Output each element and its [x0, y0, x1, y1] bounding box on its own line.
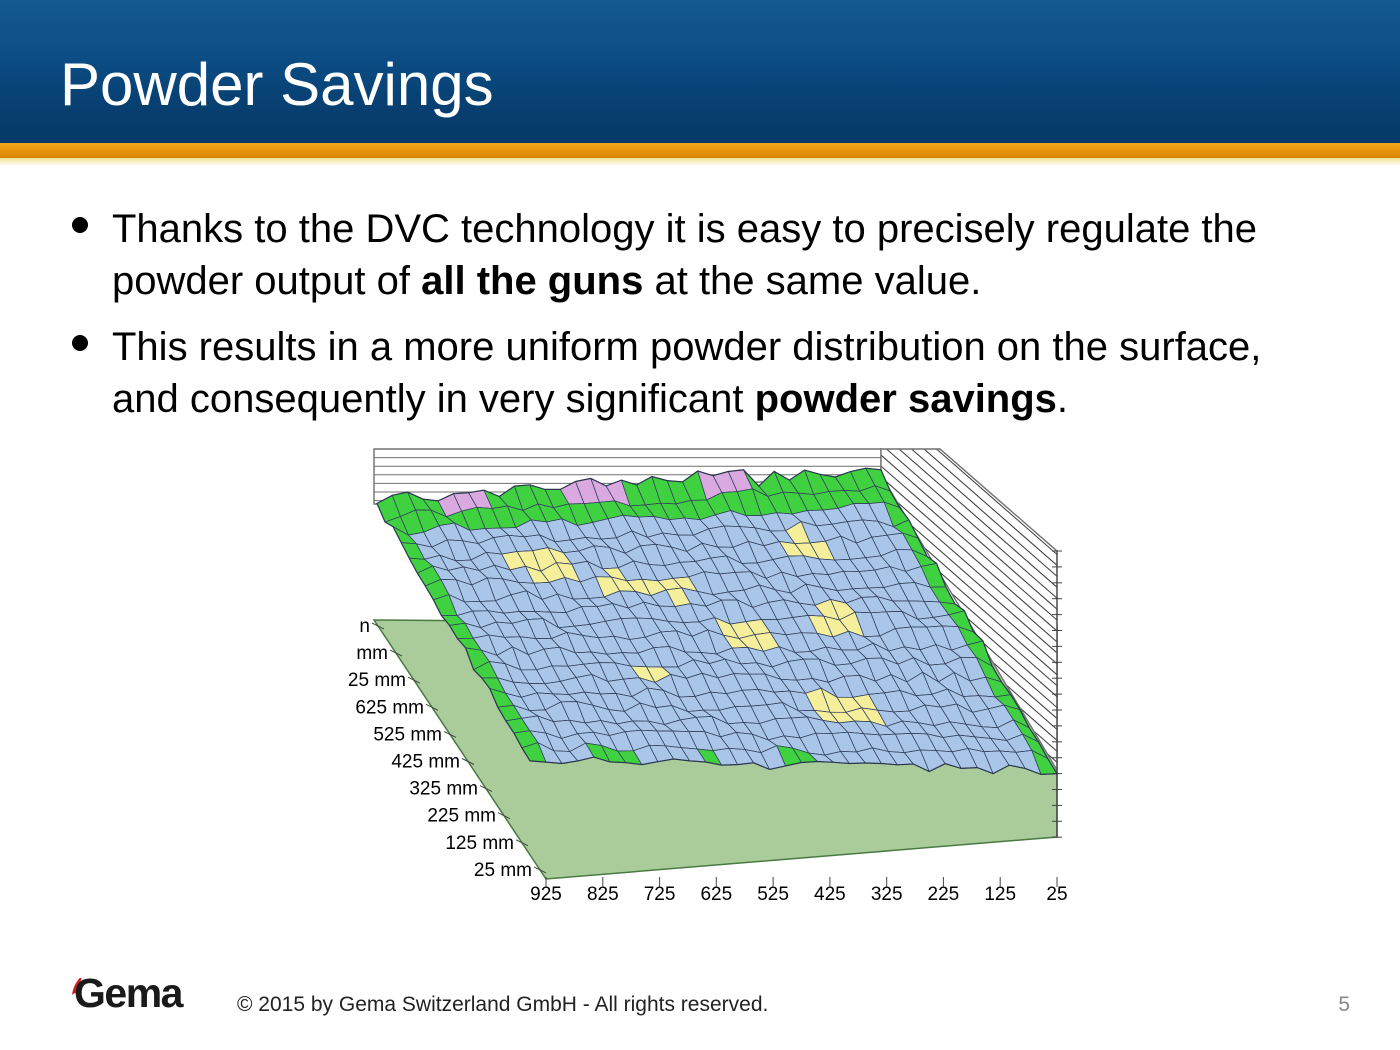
svg-text:625 mm: 625 mm — [355, 697, 424, 718]
svg-text:525 mm: 525 mm — [373, 724, 442, 745]
svg-text:Gema: Gema — [74, 978, 185, 1016]
svg-text:425 mm: 425 mm — [391, 752, 460, 773]
svg-text:n: n — [359, 616, 370, 637]
svg-text:mm: mm — [356, 643, 388, 664]
svg-text:25 mm: 25 mm — [474, 860, 532, 881]
svg-text:225 mm: 225 mm — [427, 806, 496, 827]
svg-text:25 mm: 25 mm — [348, 670, 406, 691]
svg-text:125 mm: 125 mm — [445, 833, 514, 854]
svg-text:325 mm: 325 mm — [409, 779, 478, 800]
